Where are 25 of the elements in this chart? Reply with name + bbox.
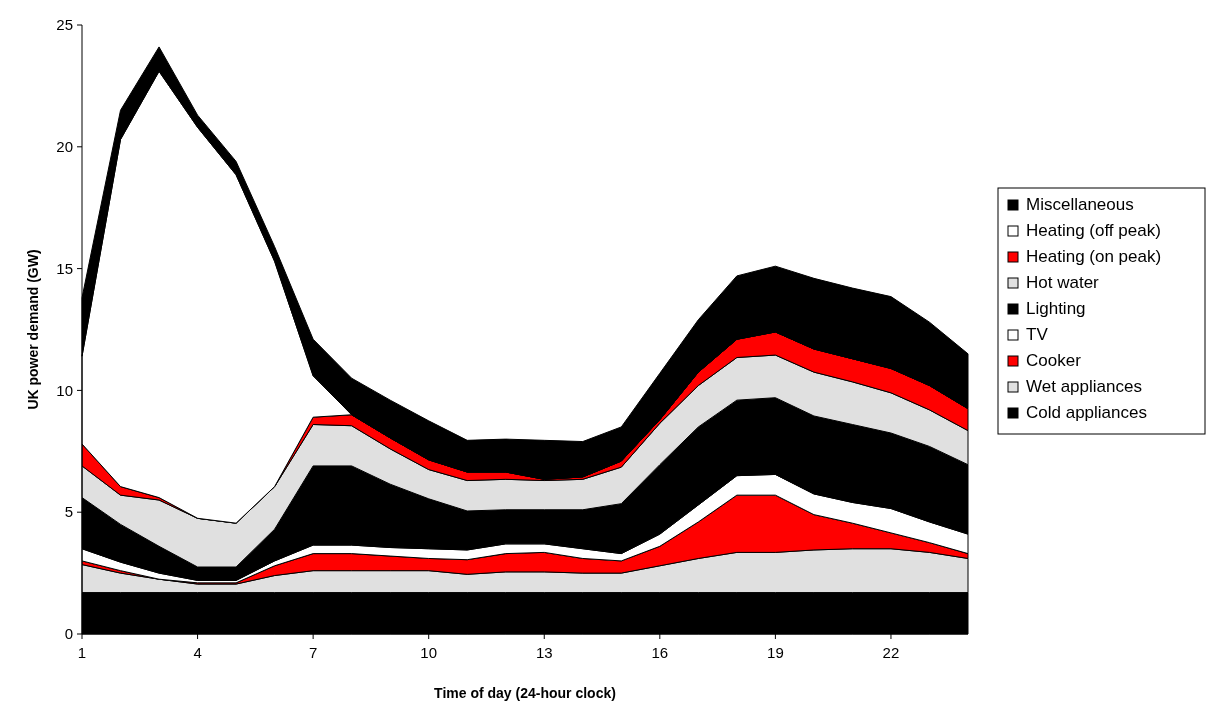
y-tick-label: 5: [64, 503, 73, 521]
y-tick-label: 0: [64, 625, 73, 643]
x-tick-label: 22: [882, 644, 900, 661]
legend-label: TV: [1026, 325, 1049, 344]
legend-label: Hot water: [1026, 273, 1100, 292]
y-axis-title: UK power demand (GW): [25, 249, 41, 410]
x-tick-label: 10: [420, 644, 438, 661]
y-tick-label: 25: [56, 16, 73, 34]
legend-label: Heating (on peak): [1026, 247, 1162, 266]
x-tick-label: 19: [767, 644, 784, 661]
x-tick-label: 7: [308, 644, 318, 661]
x-tick-label: 4: [193, 644, 202, 661]
y-tick-label: 20: [56, 138, 73, 156]
x-tick-label: 13: [535, 644, 553, 661]
legend-label: Wet appliances: [1026, 377, 1142, 396]
legend-label: Miscellaneous: [1026, 195, 1134, 214]
x-axis-title: Time of day (24-hour clock): [434, 685, 616, 701]
legend-label: Heating (off peak): [1026, 221, 1161, 240]
y-tick-label: 15: [56, 259, 73, 277]
legend-label: Cooker: [1026, 351, 1082, 370]
x-tick-label: 16: [651, 644, 669, 661]
legend-label: Cold appliances: [1026, 403, 1147, 422]
y-tick-label: 10: [56, 381, 73, 399]
x-tick-label: 1: [77, 644, 87, 661]
legend-label: Lighting: [1026, 299, 1086, 318]
